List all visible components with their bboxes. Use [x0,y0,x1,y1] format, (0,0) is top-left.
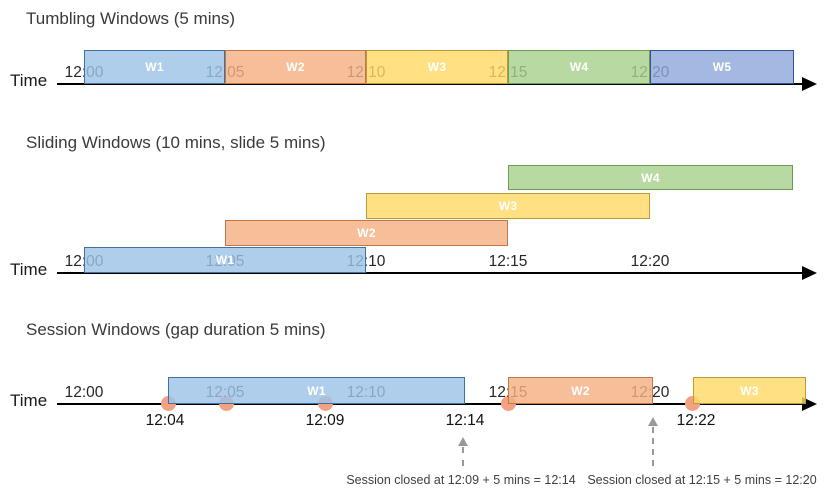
time-axis-line [57,272,804,274]
annotation-arrow-stem [462,447,464,466]
time-axis-label: Time [10,391,48,410]
time-axis-line [57,83,804,85]
window-label: W4 [641,170,660,185]
window-w1: W1 [168,377,465,404]
time-axis-label: Time [10,71,48,90]
window-w3: W3 [693,377,806,404]
tick-label: 12:15 [488,253,528,270]
window-label: W3 [427,60,447,74]
tick-label: 12:20 [630,253,670,270]
event-time-label: 12:22 [676,412,716,429]
window-w1: W1 [84,247,366,273]
event-time-label: 12:14 [445,412,485,429]
window-w1: W1 [84,50,225,84]
event-time-label: 12:09 [305,412,345,429]
axis-arrowhead-icon [802,77,817,91]
axis-arrowhead-icon [802,266,817,280]
window-w3: W3 [366,193,650,219]
event-time-label: 12:04 [145,412,185,429]
annotation-text: Session closed at 12:15 + 5 mins = 12:20 [587,473,817,487]
window-w4: W4 [508,50,650,84]
window-label: W1 [215,253,235,267]
time-axis-label: Time [10,260,48,279]
window-w5: W5 [650,50,794,84]
window-w2: W2 [225,220,508,246]
annotation-text: Session closed at 12:09 + 5 mins = 12:14 [346,473,576,487]
window-label: W1 [145,60,164,74]
window-w3: W3 [366,50,508,84]
window-label: W2 [357,226,376,240]
window-label: W4 [569,60,589,74]
tick-label: 12:00 [64,384,104,401]
section-title: Session Windows (gap duration 5 mins) [26,320,326,339]
window-label: W1 [307,383,326,398]
window-w4: W4 [508,165,793,190]
window-label: W3 [498,199,518,213]
annotation-arrow-icon [648,417,658,426]
annotation-arrow-icon [458,437,468,446]
window-label: W5 [712,60,732,74]
annotation-arrow-stem [652,427,654,466]
section-title: Sliding Windows (10 mins, slide 5 mins) [26,133,326,152]
window-label: W2 [286,60,305,74]
window-label: W3 [740,383,759,398]
section-title: Tumbling Windows (5 mins) [26,9,236,28]
window-w2: W2 [508,377,653,404]
window-label: W2 [571,383,590,398]
window-w2: W2 [225,50,366,84]
time-axis-line [57,403,804,405]
